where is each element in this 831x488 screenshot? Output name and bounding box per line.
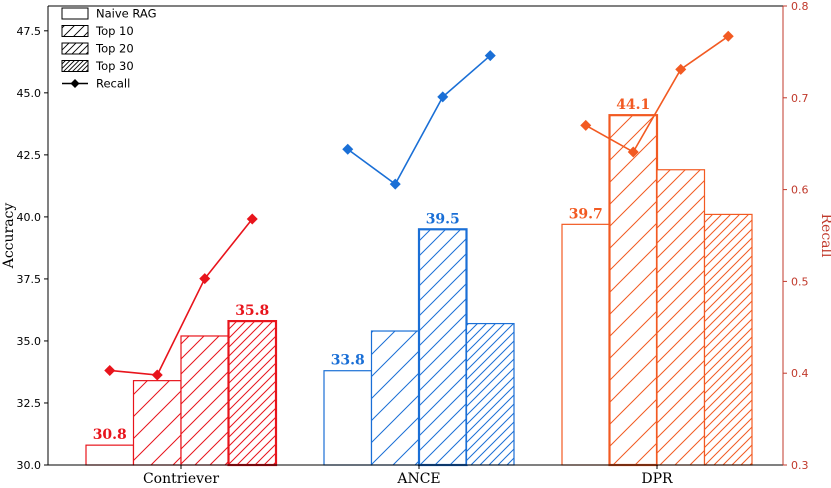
- bar-dpr-top-30: [703, 213, 753, 466]
- right-tick-label: 0.7: [791, 92, 809, 105]
- bar-ance-naive-rag: [323, 370, 373, 466]
- bar-dpr-naive-rag: [561, 223, 611, 466]
- left-tick-label: 42.5: [17, 149, 42, 162]
- bar-contriever-top-30: [227, 319, 278, 467]
- bar-dpr-top-10: [608, 114, 659, 467]
- bars-layer: [85, 114, 753, 467]
- bar-value-label: 33.8: [331, 353, 365, 369]
- left-tick-label: 35.0: [17, 335, 42, 348]
- recall-point-contriever-2: [151, 369, 163, 381]
- category-label-dpr: DPR: [641, 471, 673, 487]
- y-axis-right-title: Recall: [818, 214, 831, 258]
- recall-line-ance: [347, 54, 491, 186]
- recall-point-dpr-1: [580, 119, 592, 131]
- legend: Naive RAG Top 10 Top 20 Top 30 Recall: [61, 7, 156, 91]
- legend-swatch-recall-marker: [70, 79, 80, 88]
- left-tick-label: 32.5: [17, 397, 42, 410]
- bar-contriever-top-10: [132, 380, 182, 466]
- recall-point-dpr-2: [627, 146, 639, 158]
- right-tick-label: 0.6: [791, 184, 809, 197]
- category-label-contriever: Contriever: [143, 471, 219, 487]
- recall-point-ance-1: [342, 143, 354, 155]
- right-tick-label: 0.4: [791, 367, 809, 380]
- bar-ance-top-30: [465, 322, 515, 466]
- left-tick-label: 30.0: [17, 459, 42, 472]
- left-tick-label: 37.5: [17, 273, 42, 286]
- legend-label-naive-rag: Naive RAG: [96, 7, 156, 21]
- recall-line-dpr: [585, 35, 729, 154]
- recall-line-contriever: [109, 218, 253, 376]
- legend-label-recall: Recall: [96, 77, 130, 91]
- bar-value-label: 39.7: [569, 206, 603, 222]
- bar-value-label: 30.8: [93, 427, 127, 443]
- legend-swatch-top-30: [61, 60, 89, 72]
- left-tick-label: 40.0: [17, 211, 42, 224]
- right-tick-label: 0.8: [791, 0, 809, 13]
- right-tick-label: 0.3: [791, 459, 809, 472]
- bar-value-label: 35.8: [235, 303, 269, 319]
- legend-swatch-naive-rag: [61, 7, 89, 20]
- y-axis-left-title: Accuracy: [1, 203, 17, 270]
- left-tick-label: 47.5: [17, 25, 42, 38]
- recall-point-dpr-3: [675, 63, 687, 75]
- recall-point-contriever-1: [104, 364, 116, 376]
- recall-point-contriever-4: [246, 213, 258, 225]
- bar-contriever-top-20: [180, 335, 230, 466]
- recall-point-ance-4: [484, 50, 496, 62]
- legend-label-top-30: Top 30: [95, 59, 134, 73]
- recall-point-ance-2: [389, 178, 401, 190]
- recall-point-contriever-3: [199, 273, 211, 285]
- legend-swatch-top-20: [61, 42, 89, 55]
- bar-ance-top-10: [370, 330, 420, 466]
- recall-lines-layer: [104, 30, 734, 381]
- right-tick-label: 0.5: [791, 275, 809, 288]
- bar-value-label: 44.1: [616, 97, 650, 113]
- bar-labels-layer: 30.8 35.8 33.8 39.5 39.7 44.1: [93, 97, 651, 443]
- bar-dpr-top-20: [656, 169, 706, 466]
- category-label-ance: ANCE: [396, 471, 440, 487]
- left-tick-label: 45.0: [17, 87, 42, 100]
- legend-label-top-10: Top 10: [95, 24, 134, 38]
- bar-contriever-naive-rag: [85, 444, 135, 466]
- recall-point-ance-3: [437, 91, 449, 103]
- legend-label-top-20: Top 20: [95, 42, 134, 56]
- legend-swatch-top-10: [61, 25, 89, 37]
- recall-point-dpr-4: [722, 30, 734, 42]
- bar-value-label: 39.5: [426, 211, 460, 227]
- bar-ance-top-20: [417, 228, 468, 467]
